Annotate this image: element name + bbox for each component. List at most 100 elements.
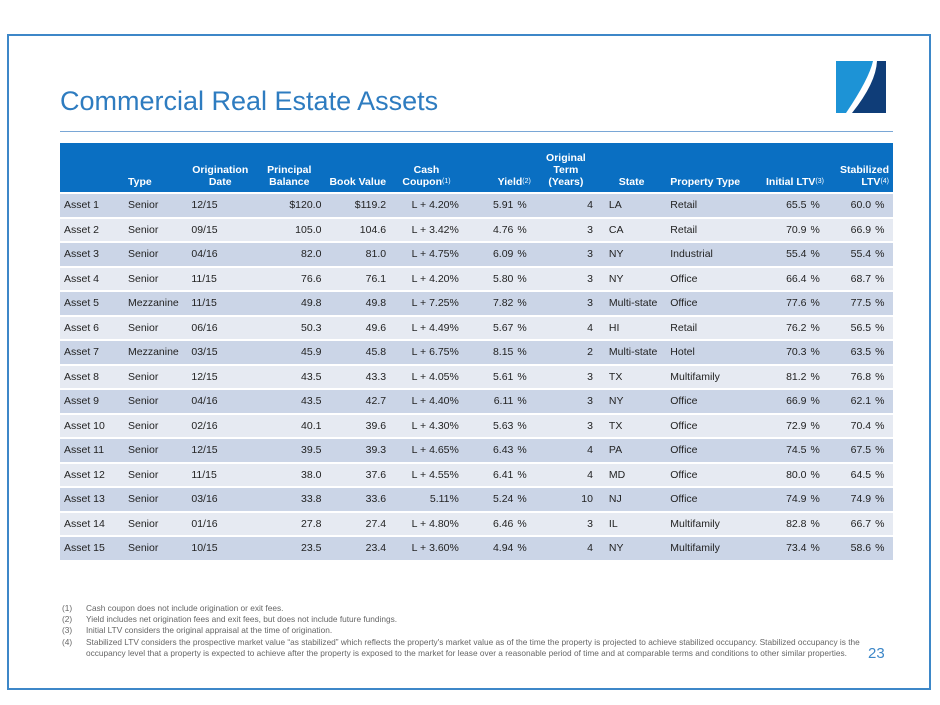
cell-initial-ltv-unit: % xyxy=(810,339,828,364)
cell-principal-balance: 33.8 xyxy=(253,486,326,511)
table-row: Asset 3 Senior 04/16 82.0 81.0 L + 4.75% 6.09%… xyxy=(60,241,893,266)
cell-initial-ltv: 82.8 xyxy=(754,510,811,535)
cell-property-type: Retail xyxy=(666,314,755,339)
cell-stabilized-ltv: 62.1 xyxy=(827,388,876,413)
cell-asset: Asset 6 xyxy=(60,314,124,339)
cell-stabilized-ltv-unit: % xyxy=(875,510,893,535)
cell-initial-ltv-unit: % xyxy=(810,241,828,266)
cell-cash-coupon: 5.11% xyxy=(390,486,463,511)
cell-origination-date: 12/15 xyxy=(187,437,254,462)
cell-yield-unit: % xyxy=(517,192,535,217)
cell-type: Senior xyxy=(123,265,188,290)
cell-origination-date: 12/15 xyxy=(187,192,254,217)
cell-cash-coupon: L + 3.60% xyxy=(390,535,463,560)
cell-origination-date: 06/16 xyxy=(187,314,254,339)
cell-cash-coupon: L + 4.49% xyxy=(390,314,463,339)
cell-yield-unit: % xyxy=(517,216,535,241)
cell-book-value: 27.4 xyxy=(325,510,391,535)
cell-asset: Asset 10 xyxy=(60,412,124,437)
cell-type: Senior xyxy=(123,388,188,413)
cell-yield: 6.43 xyxy=(462,437,518,462)
cell-asset: Asset 15 xyxy=(60,535,124,560)
cell-initial-ltv: 81.2 xyxy=(754,363,811,388)
table-row: Asset 12 Senior 11/15 38.0 37.6 L + 4.55% 6.41… xyxy=(60,461,893,486)
cell-type: Senior xyxy=(123,314,188,339)
cell-stabilized-ltv: 74.9 xyxy=(827,486,876,511)
cell-stabilized-ltv-unit: % xyxy=(875,486,893,511)
footnote: (4) Stabilized LTV considers the prospect… xyxy=(62,637,862,659)
cell-principal-balance: 43.5 xyxy=(253,363,326,388)
cell-book-value: 37.6 xyxy=(325,461,391,486)
cell-origination-date: 04/16 xyxy=(187,241,254,266)
cell-initial-ltv: 70.9 xyxy=(754,216,811,241)
cell-stabilized-ltv-unit: % xyxy=(875,461,893,486)
cell-initial-ltv-unit: % xyxy=(810,216,828,241)
cell-term: 10 xyxy=(534,486,597,511)
cell-term: 4 xyxy=(534,437,597,462)
footnotes: (1) Cash coupon does not include originat… xyxy=(62,603,862,659)
cell-book-value: 76.1 xyxy=(325,265,391,290)
cell-yield-unit: % xyxy=(517,486,535,511)
cell-principal-balance: 105.0 xyxy=(253,216,326,241)
cell-asset: Asset 4 xyxy=(60,265,124,290)
cell-origination-date: 10/15 xyxy=(187,535,254,560)
cell-principal-balance: 82.0 xyxy=(253,241,326,266)
cell-asset: Asset 1 xyxy=(60,192,124,217)
cell-book-value: 45.8 xyxy=(325,339,391,364)
cell-yield: 4.76 xyxy=(462,216,518,241)
cell-property-type: Office xyxy=(666,265,755,290)
cell-principal-balance: 50.3 xyxy=(253,314,326,339)
cell-cash-coupon: L + 4.55% xyxy=(390,461,463,486)
cell-book-value: 49.6 xyxy=(325,314,391,339)
cell-book-value: 39.3 xyxy=(325,437,391,462)
cell-term: 3 xyxy=(534,216,597,241)
cell-asset: Asset 14 xyxy=(60,510,124,535)
cell-type: Senior xyxy=(123,510,188,535)
cell-cash-coupon: L + 4.40% xyxy=(390,388,463,413)
table-row: Asset 13 Senior 03/16 33.8 33.6 5.11% 5.24% 10 N… xyxy=(60,486,893,511)
cell-stabilized-ltv-unit: % xyxy=(875,290,893,315)
cell-yield: 5.24 xyxy=(462,486,518,511)
header-property-type: Property Type xyxy=(666,143,755,192)
cell-asset: Asset 9 xyxy=(60,388,124,413)
cell-initial-ltv: 72.9 xyxy=(754,412,811,437)
cell-initial-ltv-unit: % xyxy=(810,486,828,511)
cell-yield: 4.94 xyxy=(462,535,518,560)
cell-principal-balance: 76.6 xyxy=(253,265,326,290)
header-book-value: Book Value xyxy=(325,143,391,192)
cell-state: NY xyxy=(596,265,667,290)
cell-type: Senior xyxy=(123,412,188,437)
cell-property-type: Office xyxy=(666,461,755,486)
cell-state: Multi-state xyxy=(596,290,667,315)
cell-yield: 8.15 xyxy=(462,339,518,364)
cell-term: 4 xyxy=(534,314,597,339)
cell-term: 4 xyxy=(534,535,597,560)
cell-cash-coupon: L + 4.30% xyxy=(390,412,463,437)
cell-cash-coupon: L + 4.20% xyxy=(390,265,463,290)
cell-stabilized-ltv-unit: % xyxy=(875,339,893,364)
cell-principal-balance: 40.1 xyxy=(253,412,326,437)
cell-cash-coupon: L + 4.75% xyxy=(390,241,463,266)
page-title: Commercial Real Estate Assets xyxy=(60,86,439,116)
cell-initial-ltv-unit: % xyxy=(810,437,828,462)
cell-book-value: 23.4 xyxy=(325,535,391,560)
cell-term: 4 xyxy=(534,192,597,217)
assets-table: Type Origination Date Principal Balance Bo… xyxy=(60,143,893,560)
cell-yield: 5.80 xyxy=(462,265,518,290)
cell-origination-date: 04/16 xyxy=(187,388,254,413)
cell-stabilized-ltv: 66.7 xyxy=(827,510,876,535)
cell-initial-ltv-unit: % xyxy=(810,265,828,290)
header-original-term: Original Term (Years) xyxy=(534,143,597,192)
table-row: Asset 11 Senior 12/15 39.5 39.3 L + 4.65% 6.43… xyxy=(60,437,893,462)
cell-stabilized-ltv: 77.5 xyxy=(827,290,876,315)
cell-property-type: Hotel xyxy=(666,339,755,364)
slide-frame xyxy=(7,34,931,690)
footnote: (3) Initial LTV considers the original ap… xyxy=(62,625,862,636)
cell-initial-ltv: 55.4 xyxy=(754,241,811,266)
header-principal-balance: Principal Balance xyxy=(253,143,326,192)
header-initial-ltv: Initial LTV(3) xyxy=(754,143,828,192)
cell-property-type: Office xyxy=(666,388,755,413)
cell-property-type: Office xyxy=(666,412,755,437)
cell-yield: 6.11 xyxy=(462,388,518,413)
cell-property-type: Multifamily xyxy=(666,535,755,560)
